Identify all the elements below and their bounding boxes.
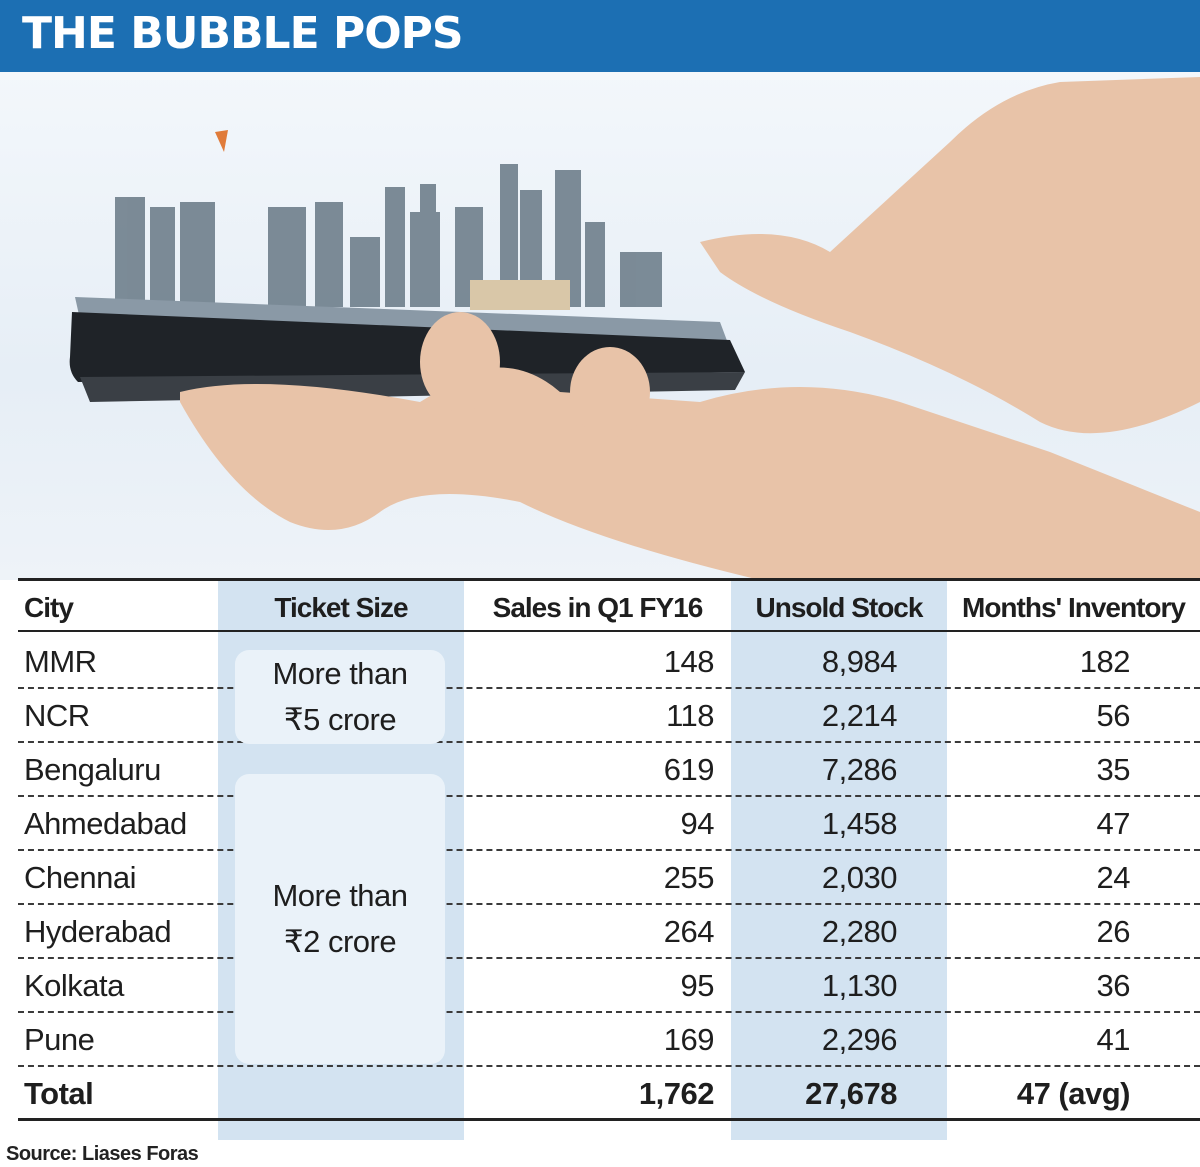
ticket-size-group-5-crore: More than ₹5 crore (235, 650, 445, 744)
header-unsold-stock: Unsold Stock (755, 592, 924, 623)
header-months-inventory: Months' Inventory (962, 592, 1186, 623)
ticket-size-label-line: More than (272, 878, 408, 913)
hand-holding-phone-city-illustration (69, 77, 1200, 580)
total-stock: 27,678 (805, 1076, 897, 1111)
city-cell: Bengaluru (24, 752, 161, 787)
table-row: Chennai 255 2,030 24 (18, 851, 1200, 905)
sales-cell: 95 (680, 968, 715, 1003)
hero-illustration (0, 72, 1200, 580)
table-row: NCR 118 2,214 56 (18, 689, 1200, 743)
months-cell: 41 (1096, 1022, 1131, 1057)
table-header-row: City Ticket Size Sales in Q1 FY16 Unsold… (18, 578, 1200, 632)
city-cell: Hyderabad (24, 914, 172, 949)
table-total-row: Total 1,762 27,678 47 (avg) (18, 1067, 1200, 1121)
header-ticket-size: Ticket Size (274, 592, 408, 623)
table-row: MMR 148 8,984 182 (18, 635, 1200, 689)
page-title: THE BUBBLE POPS (22, 8, 464, 59)
sales-cell: 169 (663, 1022, 715, 1057)
ticket-size-group-2-crore: More than ₹2 crore (235, 774, 445, 1064)
stock-cell: 2,280 (821, 914, 898, 949)
source-note: Source: Liases Foras (6, 1143, 199, 1165)
sales-cell: 94 (680, 806, 715, 841)
total-sales: 1,762 (638, 1076, 715, 1111)
ticket-size-label-line: More than (272, 656, 408, 691)
total-label: Total (24, 1076, 94, 1111)
ticket-size-label-line: ₹2 crore (283, 924, 397, 959)
stock-cell: 1,130 (821, 968, 898, 1003)
months-cell: 47 (1096, 806, 1131, 841)
stock-cell: 1,458 (821, 806, 898, 841)
inventory-table: City Ticket Size Sales in Q1 FY16 Unsold… (18, 578, 1200, 1140)
sales-cell: 148 (663, 644, 715, 679)
stock-cell: 7,286 (821, 752, 898, 787)
months-cell: 24 (1096, 860, 1131, 895)
header-sales: Sales in Q1 FY16 (492, 592, 704, 623)
months-cell: 36 (1096, 968, 1131, 1003)
table-row: Kolkata 95 1,130 36 (18, 959, 1200, 1013)
sales-cell: 255 (663, 860, 715, 895)
sales-cell: 118 (666, 698, 714, 733)
sales-cell: 619 (663, 752, 715, 787)
stock-cell: 2,030 (821, 860, 898, 895)
table-row: Hyderabad 264 2,280 26 (18, 905, 1200, 959)
table-row: Bengaluru 619 7,286 35 (18, 743, 1200, 797)
months-cell: 35 (1096, 752, 1131, 787)
title-bar: THE BUBBLE POPS (0, 0, 1200, 72)
city-cell: Pune (24, 1022, 95, 1057)
city-cell: NCR (24, 698, 90, 733)
city-cell: Kolkata (24, 968, 124, 1003)
months-cell: 26 (1096, 914, 1131, 949)
stock-cell: 2,214 (821, 698, 898, 733)
table-row: Ahmedabad 94 1,458 47 (18, 797, 1200, 851)
city-cell: Ahmedabad (24, 806, 187, 841)
unsold-stock-column-shade (731, 578, 947, 1140)
months-cell: 56 (1096, 698, 1131, 733)
city-cell: MMR (24, 644, 97, 679)
total-months: 47 (avg) (1016, 1076, 1131, 1111)
ticket-size-label-line: ₹5 crore (283, 702, 397, 737)
months-cell: 182 (1079, 644, 1131, 679)
header-city: City (24, 592, 74, 623)
city-cell: Chennai (24, 860, 136, 895)
sales-cell: 264 (663, 914, 715, 949)
stock-cell: 8,984 (821, 644, 898, 679)
stock-cell: 2,296 (821, 1022, 898, 1057)
table-row: Pune 169 2,296 41 (18, 1013, 1200, 1067)
